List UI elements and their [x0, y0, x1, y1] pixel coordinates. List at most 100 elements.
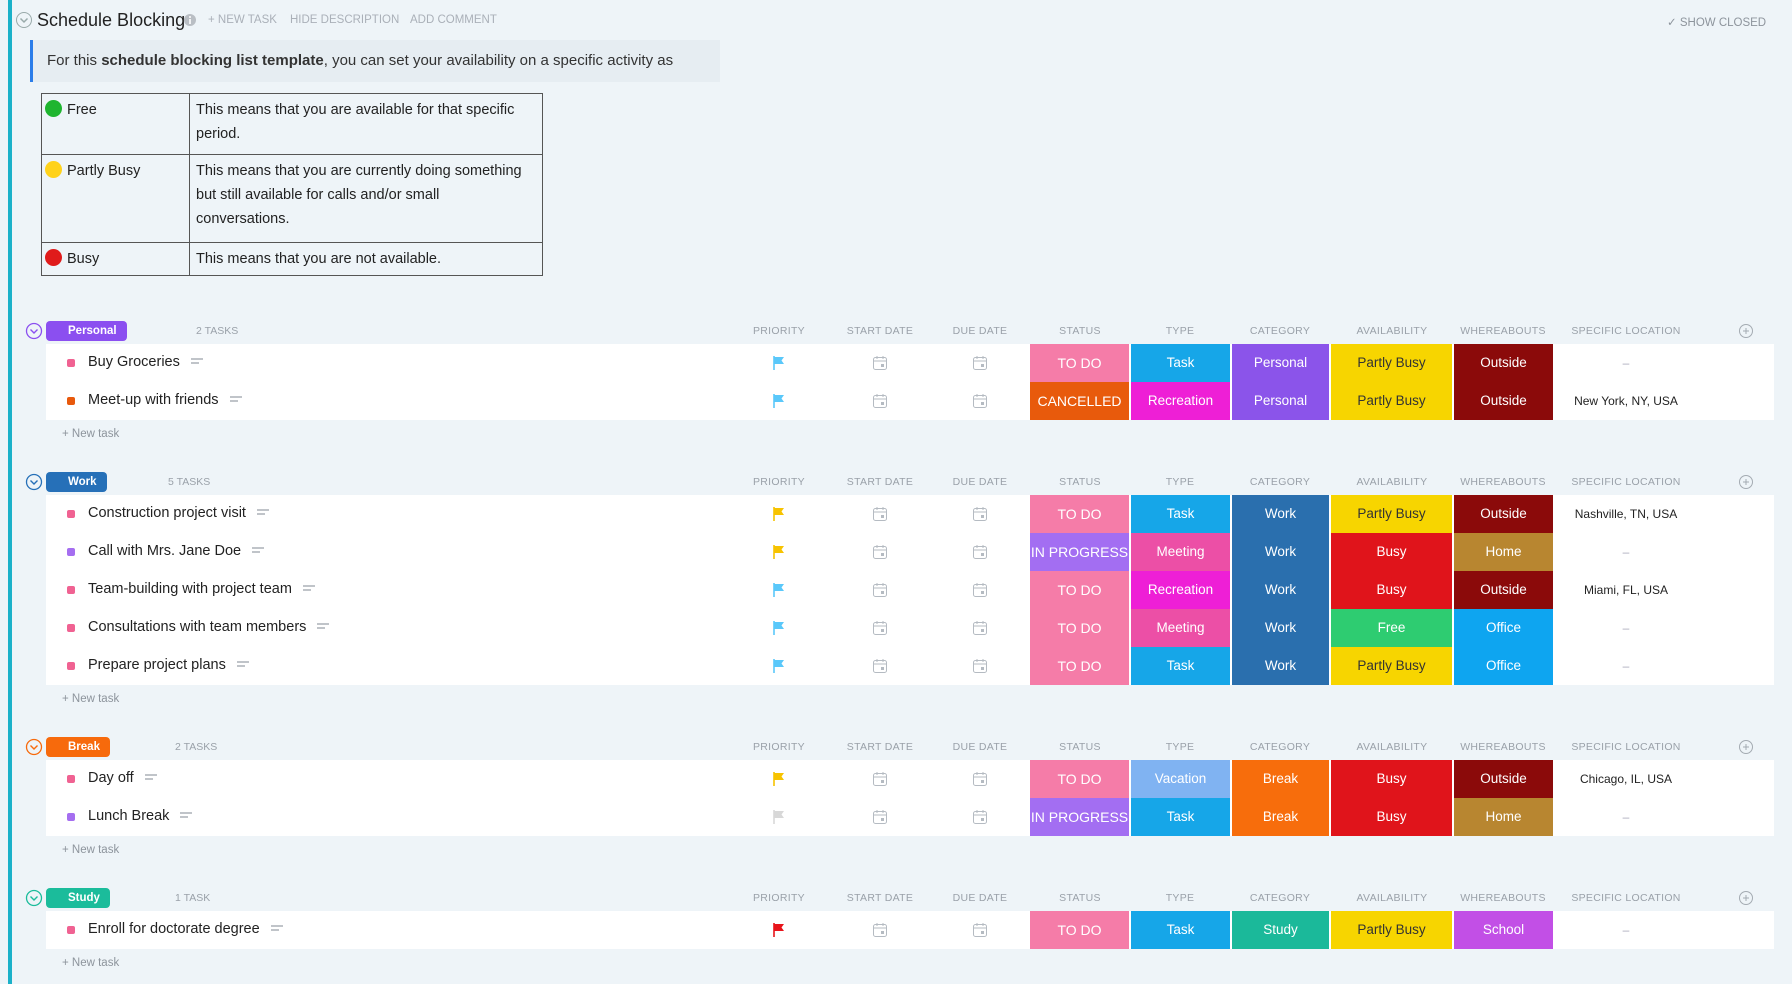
add-comment-button[interactable]: ADD COMMENT	[410, 14, 497, 26]
date-icon[interactable]	[872, 582, 888, 598]
date-icon[interactable]	[872, 809, 888, 825]
date-icon[interactable]	[872, 922, 888, 938]
type-cell[interactable]: Task	[1131, 344, 1230, 382]
add-column-icon[interactable]	[1738, 474, 1754, 490]
status-cell[interactable]: TO DO	[1030, 609, 1129, 647]
task-name[interactable]: Team-building with project team	[88, 581, 292, 597]
status-cell[interactable]: TO DO	[1030, 344, 1129, 382]
availability-cell[interactable]: Busy	[1331, 571, 1452, 609]
group-toggle[interactable]	[25, 738, 43, 756]
new-task-link[interactable]: + New task	[62, 844, 120, 856]
type-cell[interactable]: Task	[1131, 911, 1230, 949]
date-icon[interactable]	[972, 809, 988, 825]
category-cell[interactable]: Break	[1232, 760, 1329, 798]
type-cell[interactable]: Task	[1131, 495, 1230, 533]
collapse-toggle[interactable]	[15, 11, 33, 29]
category-cell[interactable]: Study	[1232, 911, 1329, 949]
status-cell[interactable]: TO DO	[1030, 647, 1129, 685]
whereabouts-cell[interactable]: Office	[1454, 647, 1553, 685]
specific-location[interactable]: –	[1622, 356, 1630, 370]
status-cell[interactable]: TO DO	[1030, 911, 1129, 949]
date-icon[interactable]	[872, 658, 888, 674]
whereabouts-cell[interactable]: Outside	[1454, 495, 1553, 533]
priority-flag[interactable]	[772, 809, 786, 825]
availability-cell[interactable]: Partly Busy	[1331, 495, 1452, 533]
category-cell[interactable]: Personal	[1232, 344, 1329, 382]
specific-location[interactable]: Nashville, TN, USA	[1574, 507, 1678, 521]
specific-location[interactable]: –	[1622, 923, 1630, 937]
status-cell[interactable]: CANCELLED	[1030, 382, 1129, 420]
new-task-button[interactable]: + NEW TASK	[208, 14, 277, 26]
new-task-link[interactable]: + New task	[62, 693, 120, 705]
date-icon[interactable]	[872, 544, 888, 560]
date-icon[interactable]	[972, 506, 988, 522]
date-icon[interactable]	[872, 355, 888, 371]
specific-location[interactable]: –	[1622, 621, 1630, 635]
availability-cell[interactable]: Busy	[1331, 798, 1452, 836]
whereabouts-cell[interactable]: Outside	[1454, 344, 1553, 382]
type-cell[interactable]: Meeting	[1131, 609, 1230, 647]
new-task-link[interactable]: + New task	[62, 957, 120, 969]
availability-cell[interactable]: Partly Busy	[1331, 911, 1452, 949]
priority-flag[interactable]	[772, 922, 786, 938]
status-cell[interactable]: TO DO	[1030, 571, 1129, 609]
priority-flag[interactable]	[772, 658, 786, 674]
whereabouts-cell[interactable]: Outside	[1454, 571, 1553, 609]
date-icon[interactable]	[972, 544, 988, 560]
priority-flag[interactable]	[772, 771, 786, 787]
specific-location[interactable]: –	[1622, 810, 1630, 824]
date-icon[interactable]	[872, 620, 888, 636]
info-icon[interactable]	[183, 13, 197, 27]
task-name[interactable]: Day off	[88, 770, 134, 786]
date-icon[interactable]	[972, 582, 988, 598]
add-column-icon[interactable]	[1738, 739, 1754, 755]
new-task-link[interactable]: + New task	[62, 428, 120, 440]
status-cell[interactable]: TO DO	[1030, 495, 1129, 533]
task-name[interactable]: Prepare project plans	[88, 657, 226, 673]
priority-flag[interactable]	[772, 393, 786, 409]
priority-flag[interactable]	[772, 506, 786, 522]
availability-cell[interactable]: Free	[1331, 609, 1452, 647]
add-column-icon[interactable]	[1738, 323, 1754, 339]
task-name[interactable]: Construction project visit	[88, 505, 246, 521]
availability-cell[interactable]: Busy	[1331, 533, 1452, 571]
availability-cell[interactable]: Partly Busy	[1331, 344, 1452, 382]
task-name[interactable]: Lunch Break	[88, 808, 170, 824]
priority-flag[interactable]	[772, 620, 786, 636]
category-cell[interactable]: Work	[1232, 571, 1329, 609]
add-column-icon[interactable]	[1738, 890, 1754, 906]
date-icon[interactable]	[972, 771, 988, 787]
status-cell[interactable]: TO DO	[1030, 760, 1129, 798]
type-cell[interactable]: Vacation	[1131, 760, 1230, 798]
task-name[interactable]: Enroll for doctorate degree	[88, 921, 260, 937]
whereabouts-cell[interactable]: Outside	[1454, 382, 1553, 420]
date-icon[interactable]	[872, 771, 888, 787]
type-cell[interactable]: Meeting	[1131, 533, 1230, 571]
priority-flag[interactable]	[772, 544, 786, 560]
date-icon[interactable]	[972, 658, 988, 674]
status-cell[interactable]: IN PROGRESS	[1030, 533, 1129, 571]
date-icon[interactable]	[972, 922, 988, 938]
category-cell[interactable]: Work	[1232, 647, 1329, 685]
group-toggle[interactable]	[25, 322, 43, 340]
whereabouts-cell[interactable]: Home	[1454, 533, 1553, 571]
specific-location[interactable]: Chicago, IL, USA	[1579, 772, 1673, 786]
category-cell[interactable]: Break	[1232, 798, 1329, 836]
category-cell[interactable]: Personal	[1232, 382, 1329, 420]
type-cell[interactable]: Recreation	[1131, 382, 1230, 420]
specific-location[interactable]: –	[1622, 545, 1630, 559]
whereabouts-cell[interactable]: Outside	[1454, 760, 1553, 798]
specific-location[interactable]: –	[1622, 659, 1630, 673]
date-icon[interactable]	[872, 506, 888, 522]
date-icon[interactable]	[972, 355, 988, 371]
availability-cell[interactable]: Partly Busy	[1331, 647, 1452, 685]
category-cell[interactable]: Work	[1232, 495, 1329, 533]
priority-flag[interactable]	[772, 355, 786, 371]
type-cell[interactable]: Recreation	[1131, 571, 1230, 609]
availability-cell[interactable]: Partly Busy	[1331, 382, 1452, 420]
status-cell[interactable]: IN PROGRESS	[1030, 798, 1129, 836]
specific-location[interactable]: Miami, FL, USA	[1583, 583, 1668, 597]
type-cell[interactable]: Task	[1131, 798, 1230, 836]
date-icon[interactable]	[972, 393, 988, 409]
priority-flag[interactable]	[772, 582, 786, 598]
